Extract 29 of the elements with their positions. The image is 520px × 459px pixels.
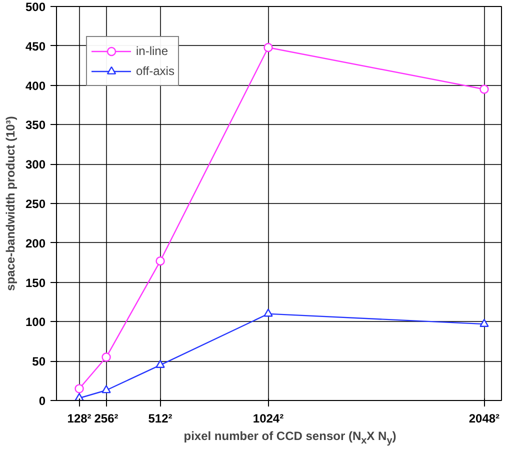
y-tick-label: 300 (25, 158, 46, 172)
point (102, 352, 111, 362)
y-tick-label: 350 (25, 118, 46, 132)
y-tick-label: 450 (25, 39, 46, 54)
x-tick-label: 128² (67, 412, 92, 426)
point (480, 84, 489, 94)
y-tick-label: 200 (25, 236, 46, 250)
y-tick-label: 150 (25, 276, 46, 290)
y-tick-label: 50 (32, 354, 46, 369)
x-axis-title: pixel number of CCD sensor (N$_{x}$X N$_{y}$) (182, 428, 398, 448)
point (264, 42, 273, 52)
point (102, 385, 111, 394)
y-axis-title: space-bandwidth product (10³) (3, 116, 18, 291)
point (156, 256, 165, 266)
legend-label: off-axis (136, 64, 174, 78)
y-tick-label: 500 (25, 0, 46, 14)
x-tick-label: 1024² (252, 412, 284, 426)
legend-label: in-line (136, 44, 168, 58)
point (74, 384, 84, 394)
point (264, 308, 273, 317)
point (480, 318, 489, 327)
point (156, 360, 165, 368)
y-tick-label: 250 (25, 197, 46, 211)
y-tick-label: 0 (38, 394, 46, 408)
y-tick-label: 100 (25, 315, 46, 330)
y-tick-label: 400 (25, 78, 46, 93)
x-tick-label: 512² (148, 412, 172, 426)
x-tick-label: 2048² (468, 412, 500, 426)
x-tick-label: 256² (94, 412, 118, 426)
